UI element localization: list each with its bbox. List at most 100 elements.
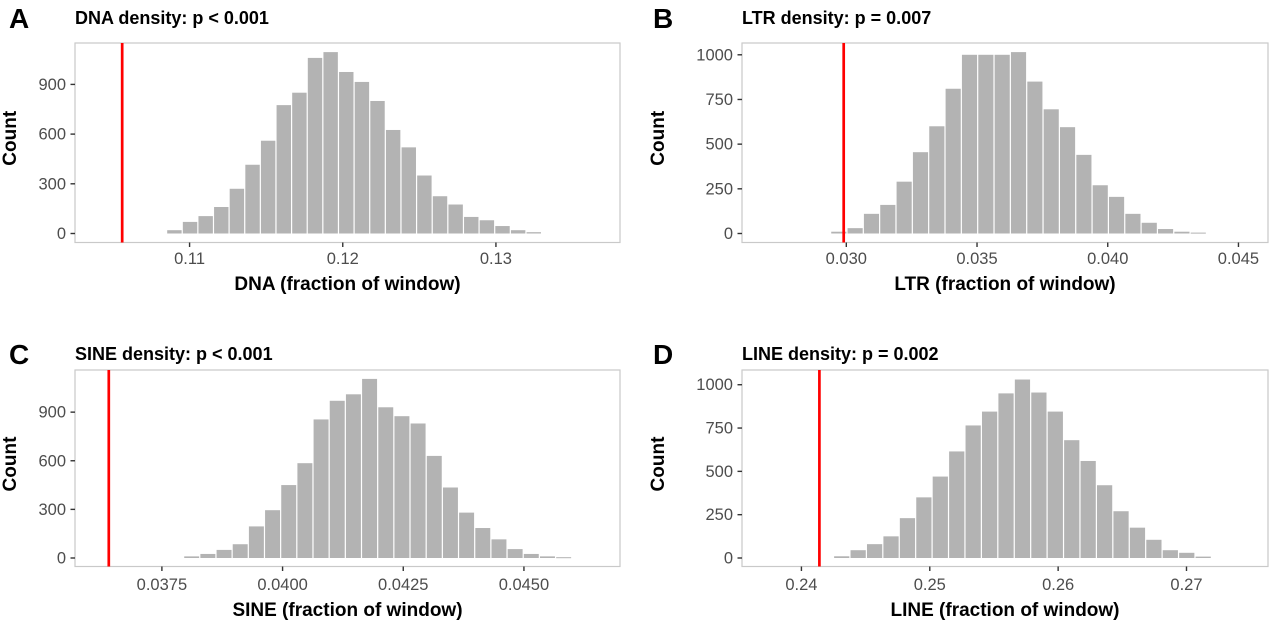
histogram-svg-b: 0.030 0.035 0.040 0.045 0 250 500 750 1000 LTR de… xyxy=(648,3,1269,295)
x-axis-tick-label: 0.0375 xyxy=(137,576,187,594)
histogram-bars xyxy=(167,52,541,234)
histogram-bar xyxy=(245,164,260,234)
x-axis-tick-label: 0.045 xyxy=(1218,250,1259,268)
histogram-bar xyxy=(1014,379,1031,558)
histogram-svg-d: 0.24 0.25 0.26 0.27 0 250 500 750 1000 LINE densi… xyxy=(648,339,1269,621)
histogram-bar xyxy=(1027,81,1043,234)
histogram-bar xyxy=(479,220,495,234)
plot-panel-border xyxy=(741,369,1269,568)
y-axis-tick-label: 900 xyxy=(38,404,66,422)
histogram-bar xyxy=(965,425,981,558)
x-axis-label: LTR (fraction of window) xyxy=(894,274,1115,295)
histogram-bar xyxy=(539,556,555,558)
y-axis-tick-label: 500 xyxy=(705,136,733,154)
histogram-bar xyxy=(523,553,539,558)
panel-title: SINE density: p < 0.001 xyxy=(75,344,273,364)
panel-ltr-density: 0.030 0.035 0.040 0.045 0 250 500 750 1000 LTR de… xyxy=(640,0,1280,314)
histogram-bar xyxy=(1174,231,1190,234)
y-axis-tick-label: 900 xyxy=(38,76,66,94)
histogram-bar xyxy=(232,544,248,558)
plot-panel-border xyxy=(74,42,621,244)
y-axis-tick-label: 500 xyxy=(705,463,733,481)
x-axis-tick-label: 0.035 xyxy=(956,250,997,268)
histogram-bar xyxy=(442,487,458,558)
x-axis-tick-label: 0.12 xyxy=(327,250,359,268)
panel-line-density: 0.24 0.25 0.26 0.27 0 250 500 750 1000 LINE densi… xyxy=(640,314,1280,628)
x-axis-tick-label: 0.25 xyxy=(914,576,946,594)
histogram-bar xyxy=(432,196,448,234)
histogram-bars xyxy=(831,52,1206,234)
panel-dna-density: 0.11 0.12 0.13 0 300 600 900 DNA density: p < 0… xyxy=(0,0,640,314)
histogram-bar xyxy=(510,230,526,234)
histogram-bar xyxy=(459,512,475,558)
histogram-bar xyxy=(1113,511,1129,558)
histogram-bar xyxy=(491,539,507,558)
y-axis-tick-label: 750 xyxy=(705,420,733,438)
histogram-bar xyxy=(401,147,416,234)
panel-sine-density: 0.0375 0.0400 0.0425 0.0450 0 300 600 900 SINE d… xyxy=(0,314,640,628)
histogram-bar xyxy=(883,536,899,558)
y-axis-tick-label: 750 xyxy=(705,91,733,109)
histogram-bar xyxy=(526,232,541,234)
histogram-bar xyxy=(182,221,198,234)
x-axis-tick-label: 0.040 xyxy=(1087,250,1128,268)
y-axis-tick-label: 600 xyxy=(38,452,66,470)
y-axis-label: Count xyxy=(648,436,669,492)
histogram-bar xyxy=(260,140,276,234)
histogram-bar xyxy=(495,226,510,234)
histogram-bar xyxy=(1190,232,1206,234)
histogram-svg-a: 0.11 0.12 0.13 0 300 600 900 DNA density: p < 0… xyxy=(0,3,621,295)
panel-title: LINE density: p = 0.002 xyxy=(742,344,939,364)
histogram-bar xyxy=(248,526,264,558)
panel-letter-label: C xyxy=(9,339,29,370)
histogram-bar xyxy=(167,230,182,234)
x-axis-tick-label: 0.24 xyxy=(785,576,817,594)
plot-panel-border xyxy=(741,42,1269,244)
histogram-bar xyxy=(307,57,323,234)
histogram-bar xyxy=(1096,485,1113,558)
x-axis-label: DNA (fraction of window) xyxy=(234,274,460,295)
histogram-bar xyxy=(899,518,916,558)
histogram-bar xyxy=(1092,185,1108,234)
histogram-bar xyxy=(229,188,245,234)
histogram-bar xyxy=(417,175,432,234)
histogram-bar xyxy=(834,556,850,558)
histogram-bar xyxy=(556,557,572,559)
histogram-bar xyxy=(345,394,361,558)
histogram-bar xyxy=(912,152,929,234)
y-axis-label: Count xyxy=(648,110,669,166)
histogram-bar xyxy=(323,52,338,234)
histogram-bar xyxy=(1158,229,1174,234)
histogram-bar xyxy=(362,378,378,558)
y-axis-tick-label: 1000 xyxy=(696,376,733,394)
histogram-bar xyxy=(847,228,863,234)
panel-letter-label: B xyxy=(653,3,673,34)
histogram-bar xyxy=(214,207,229,234)
y-axis-tick-label: 300 xyxy=(38,175,66,193)
y-axis-tick-label: 1000 xyxy=(696,46,733,64)
y-axis-tick-label: 0 xyxy=(57,550,66,568)
histogram-bar xyxy=(475,528,491,558)
histogram-bar xyxy=(994,54,1010,234)
x-axis-tick-label: 0.27 xyxy=(1170,576,1202,594)
y-axis-tick-label: 0 xyxy=(57,225,66,243)
panel-letter-label: A xyxy=(9,3,29,34)
histogram-bar xyxy=(1125,213,1141,234)
histogram-bar xyxy=(916,497,932,558)
histogram-bar xyxy=(978,54,994,234)
histogram-bar xyxy=(1043,109,1059,234)
panel-title: DNA density: p < 0.001 xyxy=(75,8,269,28)
histogram-bar xyxy=(1080,460,1096,558)
panel-letter-label: D xyxy=(653,339,673,370)
y-axis-label: Count xyxy=(0,436,21,492)
y-axis-tick-label: 0 xyxy=(724,550,733,568)
histogram-bar xyxy=(198,216,213,234)
histogram-bar xyxy=(1179,552,1195,558)
histogram-bar xyxy=(896,181,912,234)
x-axis-tick-label: 0.0450 xyxy=(499,576,549,594)
histogram-bar xyxy=(448,204,463,234)
histogram-bar xyxy=(1076,154,1092,234)
histogram-bar xyxy=(850,550,866,558)
histogram-bar xyxy=(276,105,291,234)
x-axis-tick-label: 0.13 xyxy=(480,250,512,268)
